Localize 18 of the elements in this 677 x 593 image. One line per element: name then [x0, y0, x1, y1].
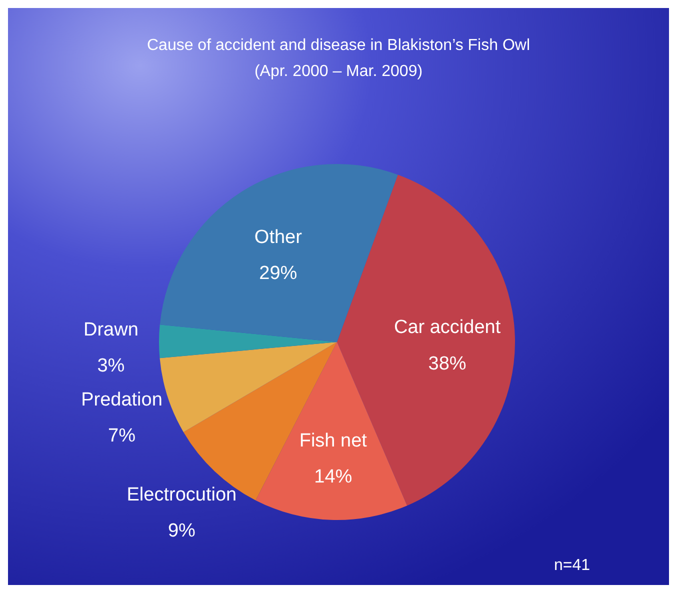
pie-slice — [160, 342, 337, 432]
slice-label: Electrocution — [126, 484, 237, 506]
pie-slice — [256, 342, 408, 520]
slice-label: Predation — [81, 389, 162, 410]
data-label: 14% — [314, 466, 352, 488]
data-label: 3% — [97, 356, 125, 377]
text: n=41 — [554, 557, 590, 574]
chart-title: Cause of accident and disease in Blakiston’s Fish Owl — [146, 37, 530, 54]
slice-label: Fish net — [299, 430, 368, 452]
data-label: 38% — [428, 353, 466, 374]
data-label: 29% — [259, 263, 298, 284]
slice-label: Car accident — [394, 317, 502, 338]
slice-label: Drawn — [83, 320, 138, 341]
data-label: 7% — [108, 426, 136, 447]
slice-label: Other — [254, 226, 303, 248]
chart-subtitle: (Apr. 2000 – Mar. 2009) — [254, 63, 423, 80]
data-label: 9% — [168, 520, 196, 542]
pie-slice — [159, 324, 337, 358]
